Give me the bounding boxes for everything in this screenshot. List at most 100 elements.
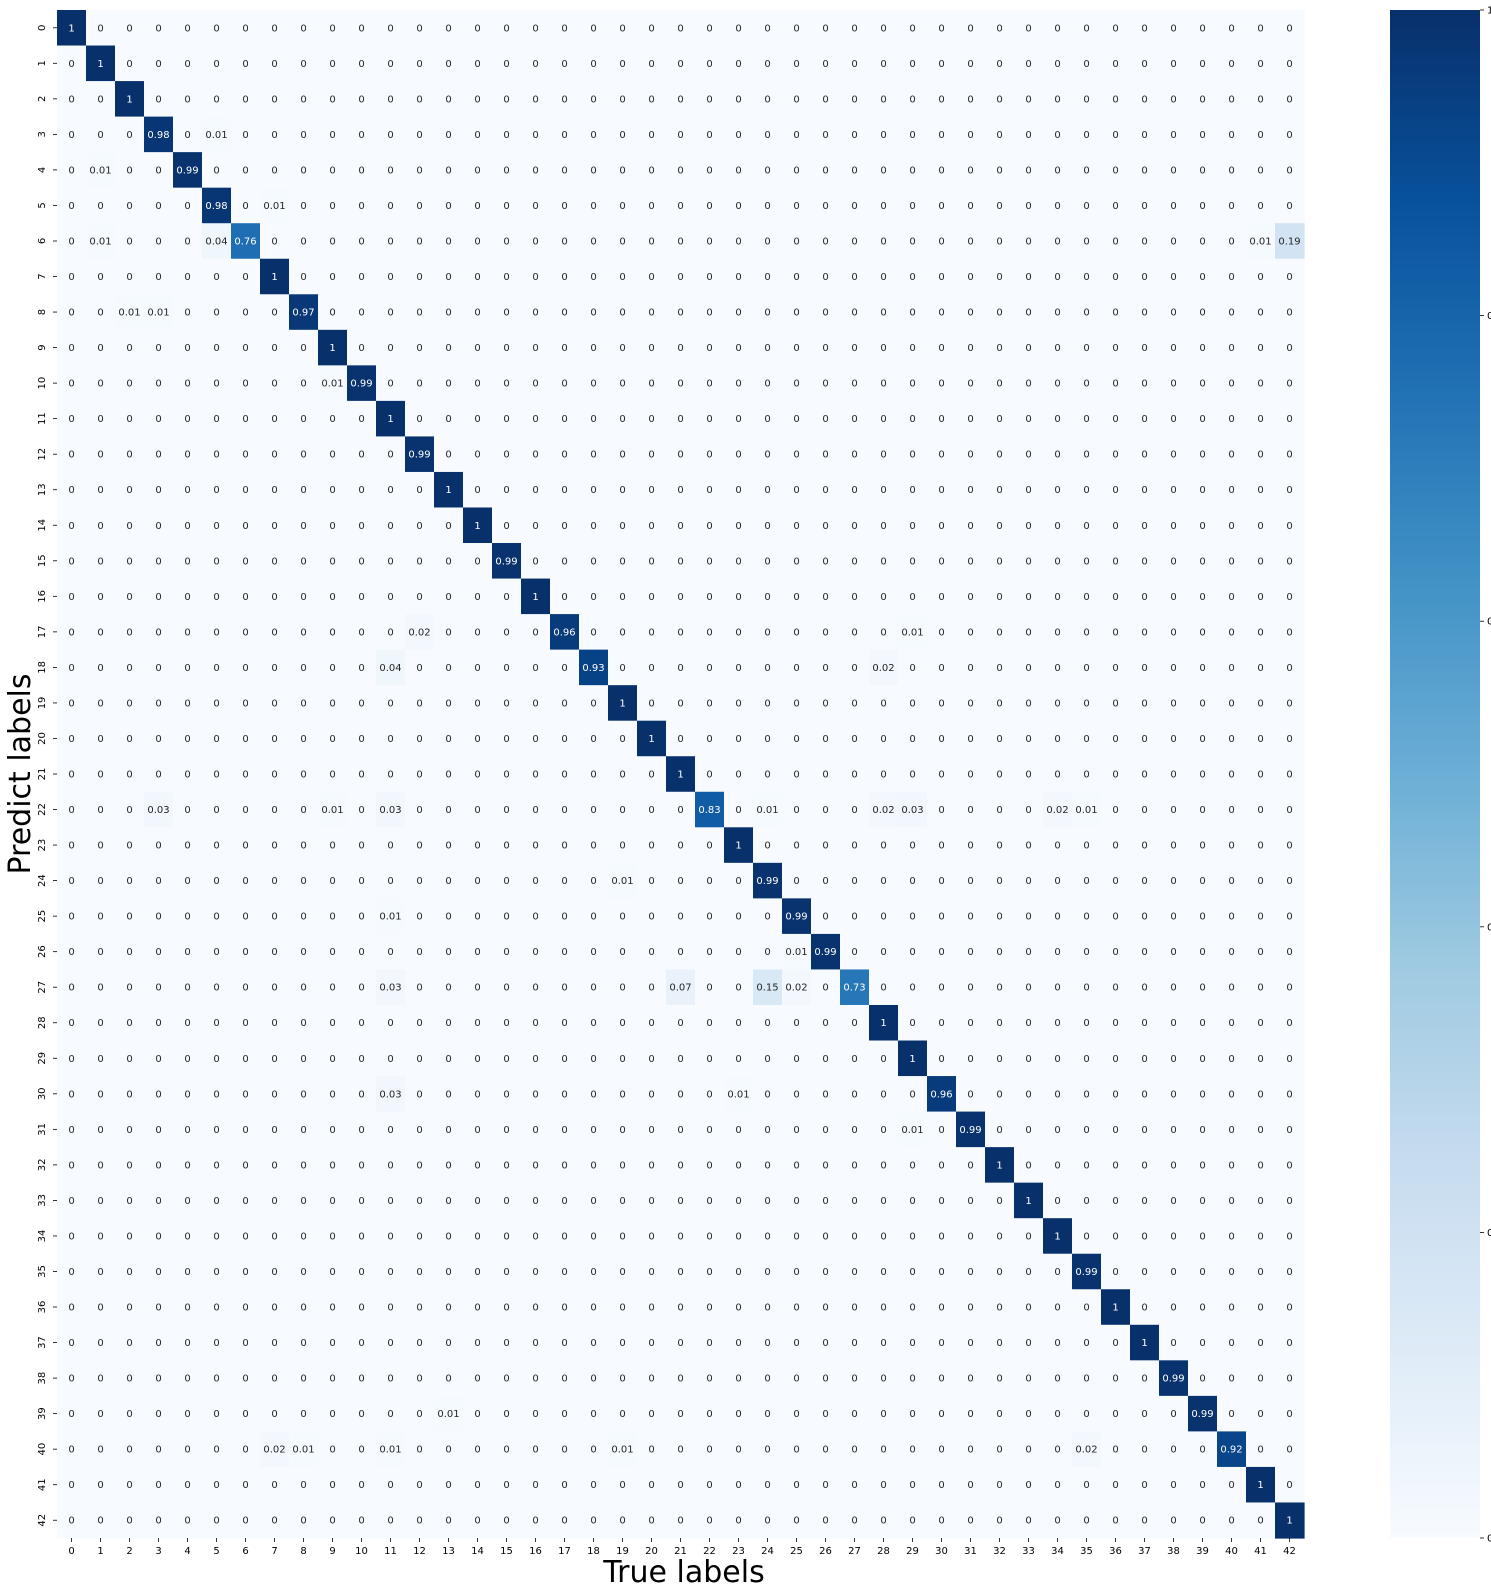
x-tick-label: 3 <box>155 1546 161 1557</box>
heatmap-cell-label: 0 <box>155 1267 161 1278</box>
heatmap-cell-label: 0 <box>1025 521 1031 532</box>
heatmap-cell-label: 0 <box>242 23 248 34</box>
heatmap-cell-label: 0 <box>126 165 132 176</box>
heatmap-cell-label: 0.99 <box>408 450 430 461</box>
heatmap-cell-label: 0 <box>764 1231 770 1242</box>
heatmap-cell-label: 0 <box>474 23 480 34</box>
heatmap-cell-label: 0 <box>909 1303 915 1314</box>
y-tick-label: 5 <box>37 202 48 208</box>
heatmap-cell-label: 0 <box>1054 770 1060 781</box>
heatmap-cell-label: 0 <box>213 627 219 638</box>
heatmap-cell-label: 0 <box>97 23 103 34</box>
heatmap-cell <box>1101 81 1131 118</box>
heatmap-cell <box>811 258 841 295</box>
heatmap-cell-label: 0 <box>1112 272 1118 283</box>
heatmap-cell-label: 0 <box>1286 485 1292 496</box>
heatmap-cell-label: 0 <box>938 379 944 390</box>
heatmap-cell <box>115 294 145 331</box>
heatmap-cell-label: 0 <box>1257 556 1263 567</box>
heatmap-cell-label: 0 <box>1112 414 1118 425</box>
heatmap-cell-label: 0 <box>1054 1303 1060 1314</box>
heatmap-cell-label: 0 <box>996 379 1002 390</box>
heatmap-cell-label: 0 <box>677 876 683 887</box>
heatmap-cell <box>782 116 812 153</box>
heatmap-cell-label: 0 <box>764 130 770 141</box>
heatmap-cell <box>1101 329 1131 366</box>
heatmap-cell-label: 0 <box>1257 1409 1263 1420</box>
heatmap-cell-label: 0 <box>1083 23 1089 34</box>
heatmap-cell-label: 1 <box>1141 1338 1147 1349</box>
heatmap-cell-label: 0 <box>300 450 306 461</box>
heatmap-cell <box>724 187 754 224</box>
heatmap-cell-label: 0 <box>1257 770 1263 781</box>
heatmap-cell-label: 0 <box>735 379 741 390</box>
heatmap-cell-label: 0 <box>996 1089 1002 1100</box>
heatmap-cell-label: 0 <box>1257 414 1263 425</box>
heatmap-cell-label: 0 <box>1141 627 1147 638</box>
heatmap-cell-label: 0 <box>619 1089 625 1100</box>
heatmap-cell <box>289 116 319 153</box>
heatmap-cell-label: 0 <box>1083 1516 1089 1527</box>
heatmap-cell-label: 0 <box>1141 23 1147 34</box>
heatmap-cell-label: 0 <box>909 1089 915 1100</box>
heatmap-cell-label: 0 <box>532 698 538 709</box>
heatmap-cell-label: 0 <box>561 201 567 212</box>
heatmap-cell-label: 0 <box>503 236 509 247</box>
heatmap-cell-label: 0 <box>503 1303 509 1314</box>
heatmap-cell-label: 0 <box>1141 379 1147 390</box>
heatmap-cell-label: 0 <box>358 130 364 141</box>
heatmap-cell-label: 0 <box>648 627 654 638</box>
heatmap-cell-label: 0 <box>938 592 944 603</box>
heatmap-cell-label: 0 <box>706 59 712 70</box>
heatmap-cell-label: 0 <box>1170 556 1176 567</box>
heatmap-cell-label: 0 <box>416 1018 422 1029</box>
heatmap-cell-label: 0 <box>1199 912 1205 923</box>
heatmap-cell-label: 0 <box>909 1409 915 1420</box>
heatmap-cell-label: 0 <box>1199 379 1205 390</box>
heatmap-cell-label: 0 <box>503 663 509 674</box>
heatmap-cell-label: 0 <box>445 343 451 354</box>
heatmap-cell <box>1275 223 1305 260</box>
heatmap-cell-label: 0 <box>184 1338 190 1349</box>
heatmap-cell-label: 0 <box>677 236 683 247</box>
heatmap-cell-label: 0.01 <box>379 1445 401 1456</box>
heatmap-cell-label: 0 <box>503 841 509 852</box>
heatmap-cell-label: 0 <box>213 592 219 603</box>
heatmap-cell-label: 0 <box>1112 236 1118 247</box>
heatmap-cell <box>1072 365 1102 402</box>
heatmap-cell-label: 0 <box>1199 698 1205 709</box>
heatmap-cell-label: 0 <box>590 94 596 105</box>
heatmap-cell-label: 0 <box>68 947 74 958</box>
heatmap-cell-label: 0 <box>590 450 596 461</box>
heatmap-cell-label: 0 <box>300 59 306 70</box>
y-tick-label: 14 <box>37 519 48 532</box>
heatmap-cell <box>1188 152 1218 189</box>
heatmap-cell-label: 0 <box>445 1018 451 1029</box>
heatmap-cell-label: 0 <box>1112 627 1118 638</box>
heatmap-cell-label: 0 <box>590 805 596 816</box>
heatmap-cell-label: 0 <box>561 236 567 247</box>
heatmap-cell-label: 0 <box>1054 627 1060 638</box>
heatmap-cell-label: 0 <box>1112 1445 1118 1456</box>
heatmap-cell-label: 0 <box>561 912 567 923</box>
heatmap-cell-label: 0 <box>677 841 683 852</box>
heatmap-cell-label: 0 <box>532 805 538 816</box>
heatmap-cell-label: 0 <box>97 379 103 390</box>
heatmap-cell-label: 0 <box>909 414 915 425</box>
heatmap-cell-label: 0 <box>938 663 944 674</box>
heatmap-cell-label: 0.98 <box>205 201 227 212</box>
heatmap-cell-label: 0 <box>822 450 828 461</box>
x-tick-label: 13 <box>442 1546 455 1557</box>
heatmap-cell-label: 0 <box>909 592 915 603</box>
heatmap-cell-label: 0 <box>155 1054 161 1065</box>
heatmap-cell-label: 0 <box>1054 1196 1060 1207</box>
heatmap-cell <box>869 294 899 331</box>
heatmap-cell-label: 0 <box>1257 698 1263 709</box>
heatmap-cell-label: 0 <box>1170 379 1176 390</box>
heatmap-cell-label: 0 <box>735 1516 741 1527</box>
heatmap-cell-label: 0 <box>300 663 306 674</box>
heatmap-cell <box>1101 152 1131 189</box>
heatmap-cell-label: 1 <box>1112 1303 1118 1314</box>
heatmap-cell-label: 0 <box>677 414 683 425</box>
heatmap-cell <box>579 400 609 438</box>
